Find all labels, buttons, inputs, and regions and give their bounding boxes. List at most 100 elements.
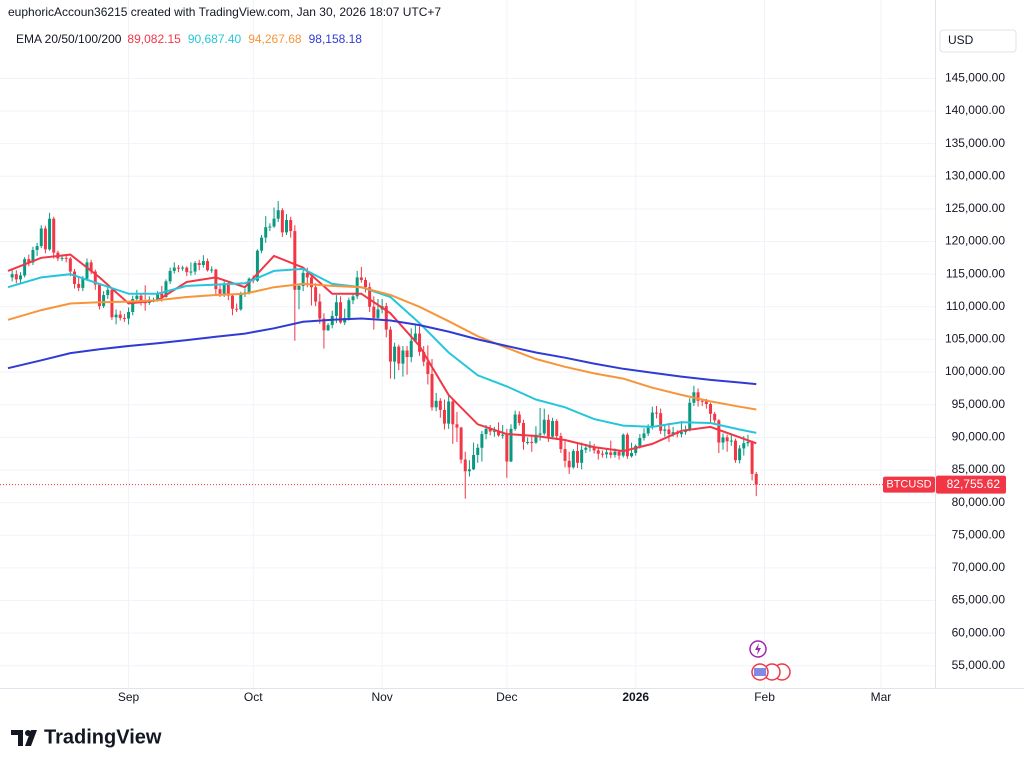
- candle-body: [218, 289, 222, 294]
- x-tick-label: Nov: [371, 690, 392, 704]
- candle-body: [501, 434, 505, 436]
- candle-body: [60, 257, 64, 259]
- candle-body: [43, 228, 47, 250]
- candle-body: [68, 258, 72, 272]
- candle-body: [746, 441, 750, 444]
- currency-box[interactable]: [939, 29, 1017, 53]
- candle-body: [492, 430, 496, 432]
- candle-body: [551, 421, 555, 437]
- candle-body: [455, 424, 459, 428]
- candle-body: [617, 451, 621, 456]
- candle-body: [709, 404, 713, 414]
- candle-body: [293, 231, 297, 290]
- candle-body: [596, 450, 600, 454]
- candle-body: [621, 434, 625, 456]
- y-tick-label: 110,000.00: [946, 299, 1005, 313]
- candle-body: [110, 289, 114, 318]
- candle-body: [530, 441, 534, 443]
- candle-body: [750, 441, 754, 474]
- y-tick-label: 145,000.00: [945, 71, 1005, 85]
- candle-body: [642, 433, 646, 438]
- candle-body: [64, 257, 68, 259]
- axis-labels: 55,000.00 60,000.00 65,000.00 70,000.00 75,0…: [118, 71, 1006, 704]
- candle-body: [168, 270, 172, 282]
- candle-body: [571, 451, 575, 468]
- candle-body: [314, 287, 318, 302]
- candle-body: [106, 289, 110, 296]
- candle-body: [650, 412, 654, 428]
- candle-body: [347, 300, 351, 318]
- candle-body: [164, 281, 168, 298]
- candle-body: [397, 346, 401, 364]
- candle-body: [127, 312, 131, 319]
- candle-body: [309, 277, 313, 288]
- candle-body: [513, 414, 517, 429]
- y-tick-label: 130,000.00: [945, 168, 1005, 182]
- candle-body: [555, 421, 559, 437]
- y-tick-label: 75,000.00: [952, 527, 1006, 541]
- candle-body: [289, 219, 293, 232]
- candle-body: [559, 436, 563, 450]
- candle-body: [222, 284, 226, 294]
- candle-body: [451, 401, 455, 425]
- candle-body: [206, 261, 210, 271]
- candle-body: [376, 309, 380, 318]
- ema-line: [7, 267, 757, 434]
- event-icon-glyph: [754, 668, 766, 676]
- candle-body: [363, 280, 367, 288]
- y-tick-label: 135,000.00: [945, 136, 1005, 150]
- ema-line: [7, 282, 757, 411]
- candle-body: [538, 433, 542, 435]
- candle-body: [81, 278, 85, 288]
- currency: USD: [948, 33, 974, 47]
- logo: TradingView: [11, 726, 162, 748]
- candle-body: [413, 333, 417, 341]
- x-tick-label: Feb: [754, 690, 775, 704]
- candle-body: [339, 302, 343, 323]
- candle-body: [14, 274, 18, 280]
- x-tick-label: 2026: [622, 690, 649, 704]
- candle-body: [646, 427, 650, 434]
- candle-body: [264, 227, 268, 238]
- x-tick-label: Dec: [496, 690, 517, 704]
- candle-body: [526, 441, 530, 443]
- candle-body: [143, 302, 147, 304]
- candle-body: [584, 447, 588, 450]
- y-tick-label: 85,000.00: [952, 462, 1006, 476]
- candle-body: [280, 210, 284, 233]
- candle-body: [297, 285, 301, 290]
- candle-body: [185, 267, 189, 273]
- legend-value: 98,158.18: [309, 32, 363, 46]
- candle-body: [688, 402, 692, 430]
- ema-line: [7, 317, 757, 386]
- y-tick-label: 140,000.00: [945, 103, 1005, 117]
- candle-body: [696, 392, 700, 401]
- candle-body: [239, 293, 243, 310]
- candle-body: [472, 454, 476, 470]
- candle-body: [630, 453, 634, 457]
- y-tick-label: 95,000.00: [952, 397, 1006, 411]
- candle-body: [422, 351, 426, 362]
- candle-body: [459, 427, 463, 460]
- candle-body: [272, 218, 276, 227]
- candle-body: [193, 263, 197, 272]
- candle-body: [704, 401, 708, 405]
- candle-body: [463, 459, 467, 472]
- candle-body: [742, 443, 746, 449]
- candle-body: [484, 428, 488, 435]
- candle-body: [18, 275, 22, 280]
- candle-body: [255, 250, 259, 281]
- candle-body: [733, 440, 737, 461]
- candle-body: [509, 428, 513, 462]
- candle-body: [247, 278, 251, 293]
- ema-line: [7, 253, 757, 453]
- header: euphoricAccoun36215 created with Trading…: [8, 5, 441, 19]
- candle-body: [517, 414, 521, 423]
- candle-body: [268, 226, 272, 228]
- candle-body: [97, 284, 101, 307]
- candle-body: [334, 302, 338, 316]
- candle-body: [580, 449, 584, 463]
- candle-body: [201, 261, 205, 266]
- candle-body: [35, 246, 39, 251]
- legend-value: 90,687.40: [188, 32, 242, 46]
